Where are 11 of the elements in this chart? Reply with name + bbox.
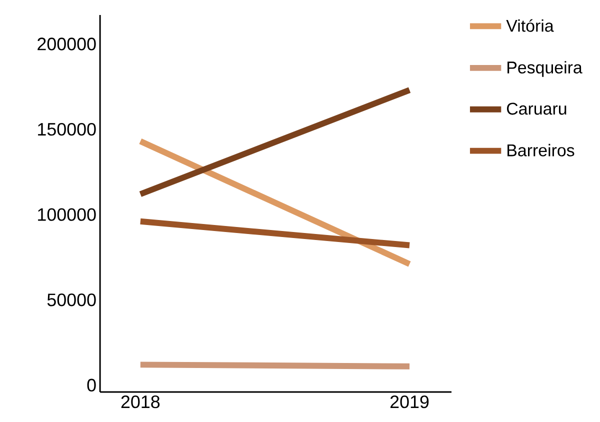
y-tick-label: 0 — [87, 378, 96, 392]
legend-label: Caruaru — [506, 102, 566, 115]
legend-label: Barreiros — [508, 144, 574, 156]
x-tick-label: 2019 — [390, 395, 429, 408]
legend-label: Vitória — [506, 19, 554, 32]
y-tick-label: 150000 — [38, 122, 96, 136]
x-tick-label: 2018 — [121, 395, 160, 408]
legend-label: Pesqueira — [508, 61, 582, 77]
y-tick-label: 200000 — [38, 38, 96, 50]
y-tick-label: 100000 — [38, 208, 96, 221]
y-tick-label: 50000 — [47, 294, 96, 306]
